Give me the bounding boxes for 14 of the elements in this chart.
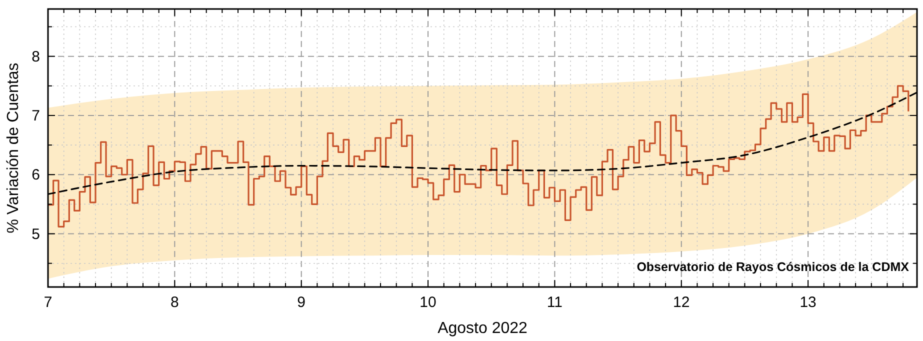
x-tick-label: 12 (673, 294, 690, 311)
y-axis-title: % Variación de Cuentas (5, 62, 22, 234)
x-tick-label: 10 (420, 294, 436, 311)
x-tick-label: 7 (44, 294, 52, 311)
y-tick-label: 7 (32, 107, 40, 124)
annotation: Observatorio de Rayos Cósmicos de la CDMX (636, 260, 910, 274)
y-tick-label: 6 (32, 166, 40, 184)
x-tick-label: 8 (170, 294, 179, 311)
y-tick-label: 5 (32, 226, 40, 243)
x-tick-label: 9 (297, 294, 306, 311)
y-tick-label: 8 (32, 48, 40, 66)
x-tick-label: 11 (546, 294, 562, 311)
x-tick-label: 13 (800, 294, 816, 311)
x-axis-title: Agosto 2022 (438, 320, 528, 337)
